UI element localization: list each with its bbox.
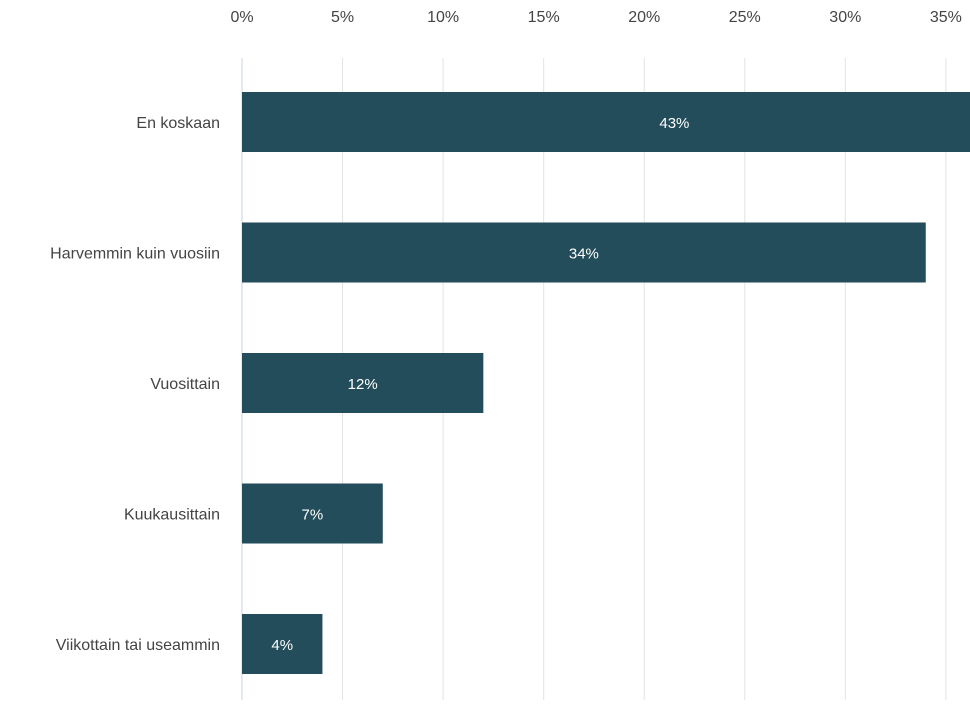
- y-tick-label: Vuosittain: [150, 376, 220, 393]
- value-label: 12%: [348, 376, 378, 393]
- y-tick-label: En koskaan: [136, 115, 220, 132]
- value-label: 34%: [569, 245, 599, 262]
- bar: [242, 92, 970, 152]
- y-tick-label: Viikottain tai useammin: [56, 637, 220, 654]
- bar: [242, 483, 383, 544]
- x-tick-label: 20%: [628, 9, 660, 26]
- bar: [242, 353, 484, 413]
- value-label: 4%: [271, 637, 293, 654]
- y-tick-label: Harvemmin kuin vuosiin: [50, 246, 220, 263]
- x-tick-label: 5%: [331, 9, 354, 26]
- bar: [242, 222, 926, 283]
- y-tick-label: Kuukausittain: [124, 507, 220, 524]
- x-tick-label: 0%: [230, 9, 253, 26]
- x-tick-label: 30%: [829, 9, 861, 26]
- bar: [242, 614, 323, 674]
- x-tick-label: 35%: [930, 9, 962, 26]
- x-tick-label: 10%: [427, 9, 459, 26]
- bars: [242, 92, 970, 674]
- value-label: 43%: [659, 115, 689, 132]
- value-label: 7%: [302, 506, 324, 523]
- x-tick-label: 25%: [729, 9, 761, 26]
- x-tick-label: 15%: [528, 9, 560, 26]
